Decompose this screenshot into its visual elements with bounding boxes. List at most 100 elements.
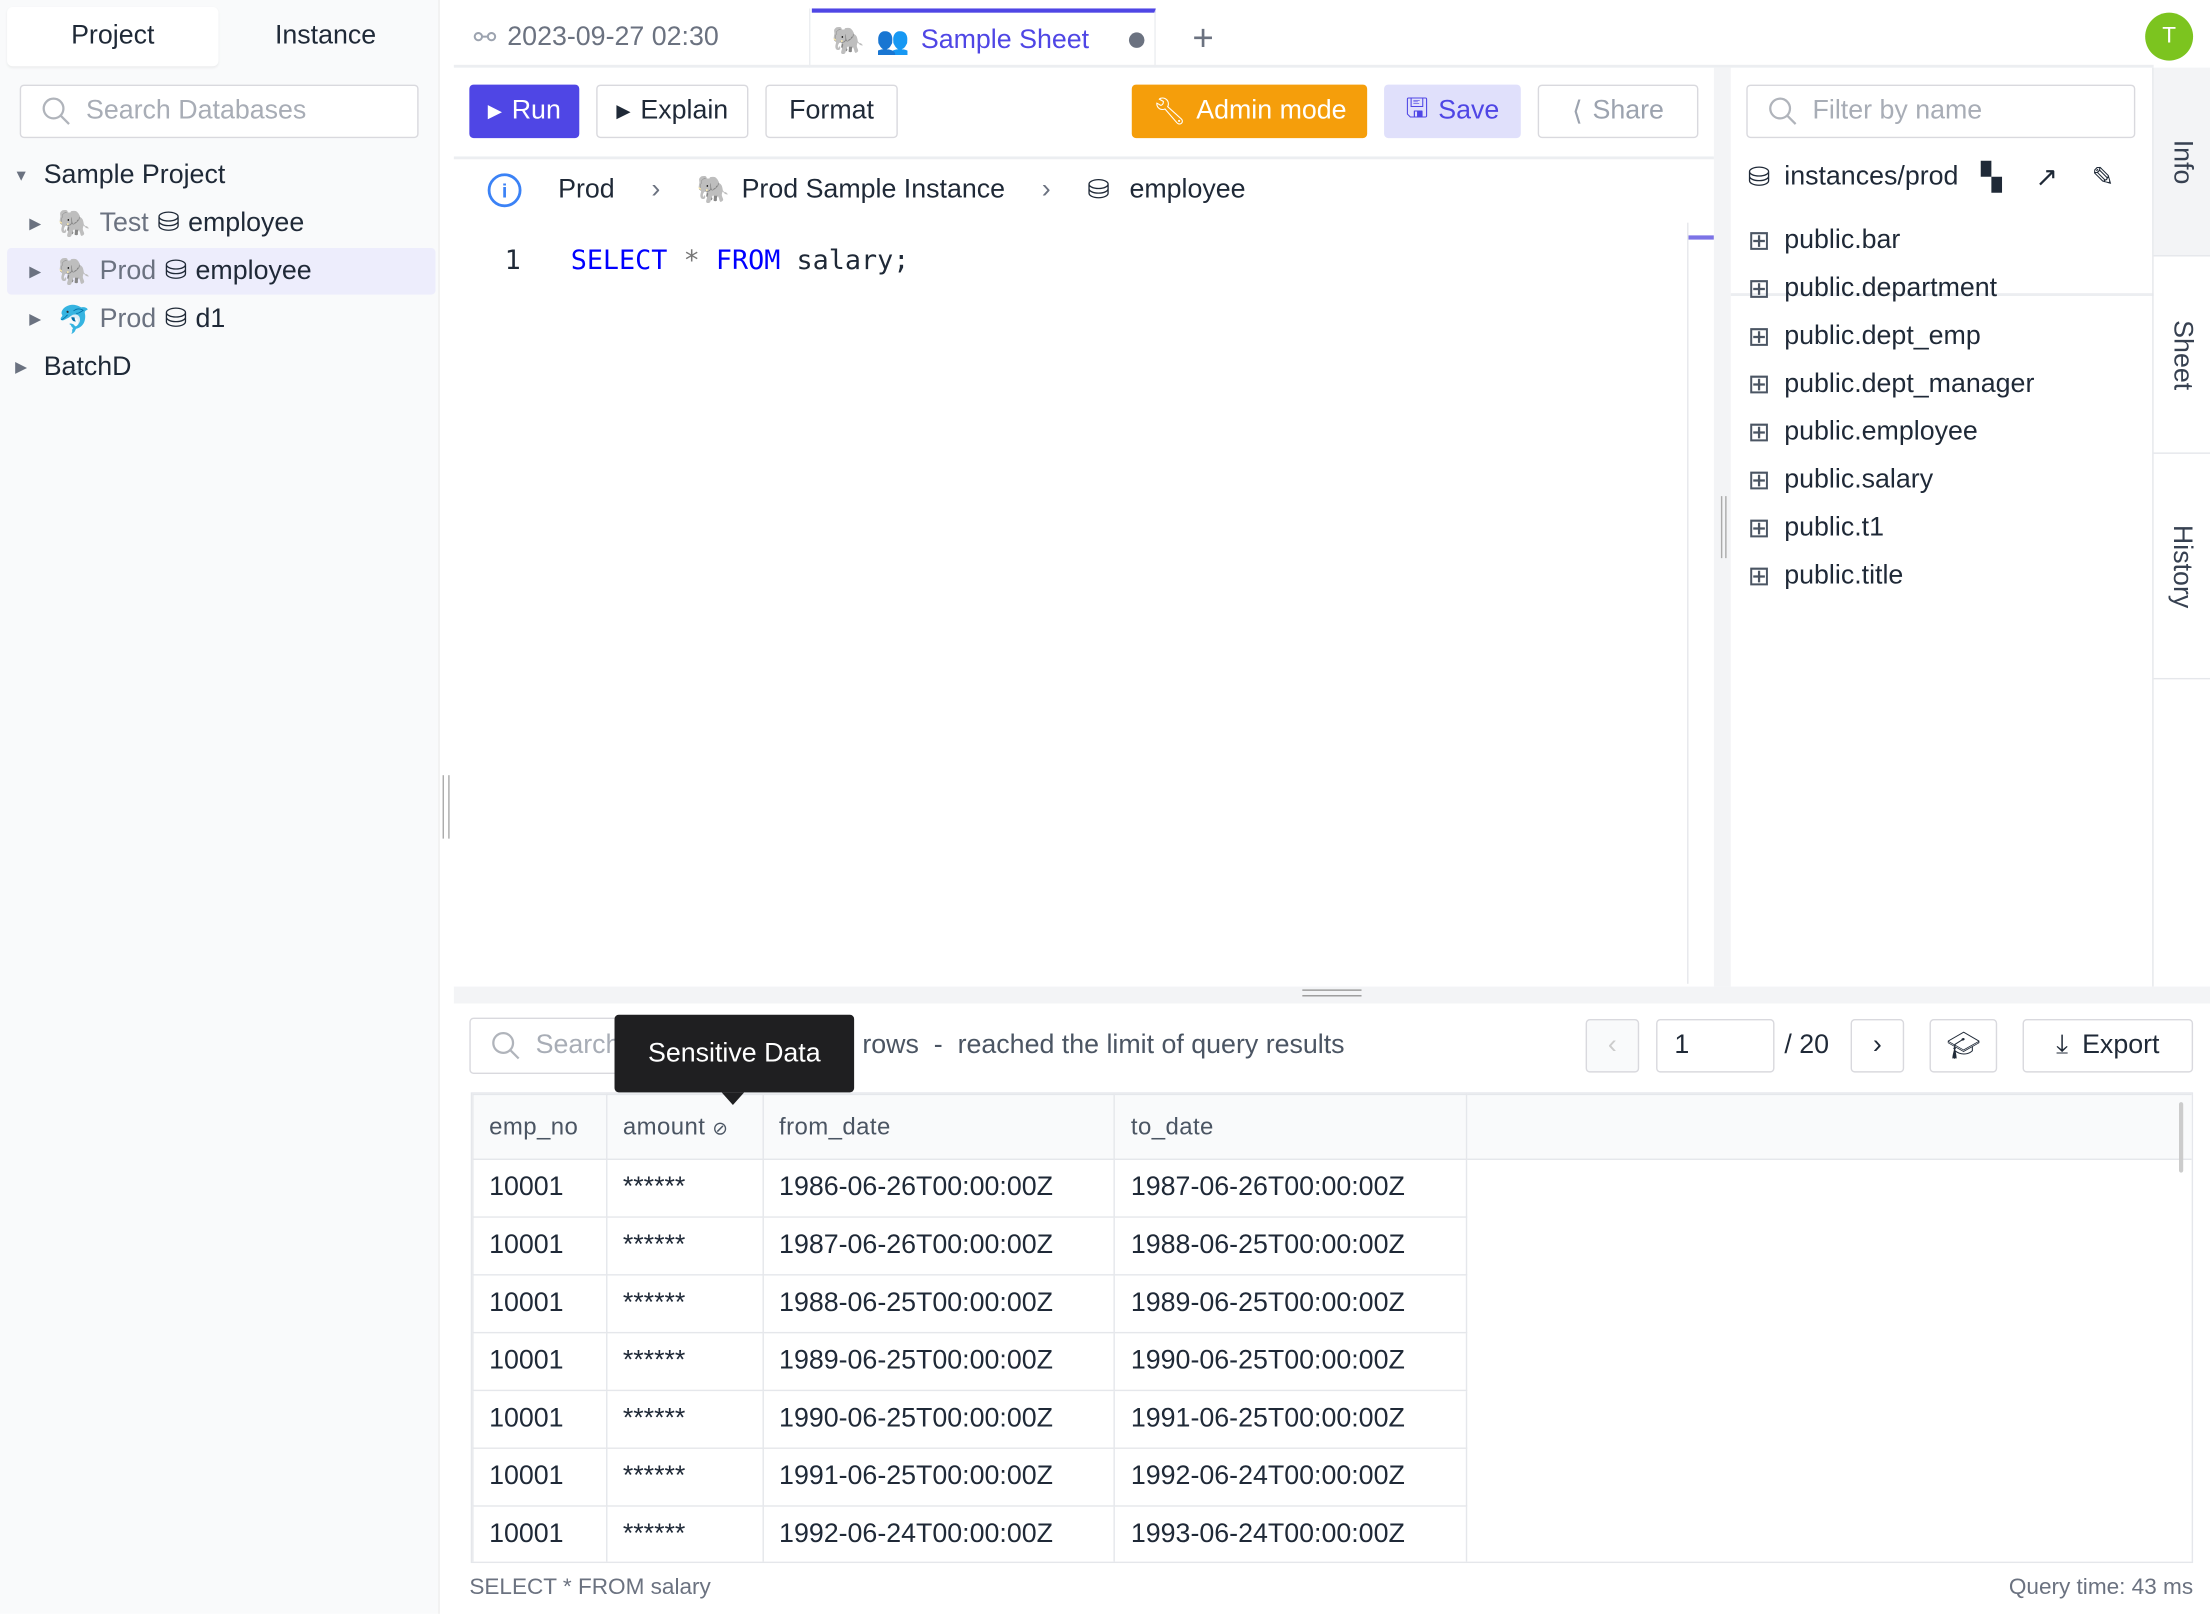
tree-item-prod-employee[interactable]: ▶ 🐘 Prod ⛁ employee [7, 248, 436, 295]
table-cell[interactable]: ****** [605, 1158, 764, 1218]
table-cell[interactable]: 1991-06-25T00:00:00Z [762, 1447, 1116, 1507]
sidebar-resize-handle[interactable] [442, 775, 450, 839]
table-cell[interactable]: 1992-06-24T00:00:00Z [1113, 1447, 1468, 1507]
table-cell[interactable]: 1993-06-24T00:00:00Z [1113, 1505, 1468, 1562]
chevron-right-icon: › [1041, 174, 1051, 205]
table-cell[interactable]: 1988-06-25T00:00:00Z [1113, 1216, 1468, 1276]
table-cell[interactable]: ****** [605, 1389, 764, 1449]
column-header-amount[interactable]: amount ⊘ [605, 1093, 764, 1160]
table-cell[interactable]: ****** [605, 1216, 764, 1276]
schema-table-item[interactable]: ⊞ public.title [1748, 553, 1904, 601]
share-label: Share [1592, 95, 1664, 126]
explain-button[interactable]: ▶ Explain [596, 84, 749, 139]
table-cell[interactable]: 10001 [472, 1216, 608, 1276]
diagram-icon[interactable]: ▚ [1980, 162, 2002, 193]
schema-table-item[interactable]: ⊞ public.department [1748, 265, 1997, 313]
table-cell[interactable]: 10001 [472, 1505, 608, 1562]
results-search-input[interactable]: Search [469, 1017, 639, 1074]
column-header-to_date[interactable]: to_date [1113, 1093, 1468, 1160]
filter-by-name-input[interactable]: Filter by name [1746, 84, 2136, 139]
table-cell[interactable]: 10001 [472, 1389, 608, 1449]
drag-handle-icon[interactable] [1302, 989, 1362, 997]
table-cell[interactable]: 1988-06-25T00:00:00Z [762, 1274, 1116, 1334]
table-cell[interactable]: 1991-06-25T00:00:00Z [1113, 1389, 1468, 1449]
table-row[interactable]: 10001 ****** 1992-06-24T00:00:00Z 1993-06-2… [472, 1505, 2192, 1562]
schema-table-item[interactable]: ⊞ public.t1 [1748, 505, 1884, 553]
admin-mode-button[interactable]: 🔧︎ Admin mode [1131, 84, 1368, 139]
table-cell[interactable]: 1986-06-26T00:00:00Z [762, 1158, 1116, 1218]
table-cell[interactable]: ****** [605, 1331, 764, 1392]
table-cell[interactable]: 1989-06-25T00:00:00Z [762, 1331, 1116, 1392]
export-button[interactable]: ⤓ Export [2022, 1019, 2194, 1073]
sql-editor[interactable]: 1 SELECT * FROM salary; [505, 245, 1689, 978]
column-header-emp_no[interactable]: emp_no [472, 1093, 608, 1160]
avatar[interactable]: T [2145, 12, 2194, 61]
next-page-button[interactable]: › [1850, 1019, 1905, 1073]
tab-project[interactable]: Project [7, 7, 219, 67]
side-tab-history[interactable]: History [2153, 454, 2210, 680]
db-label: employee [195, 255, 312, 286]
table-icon: ⊞ [1747, 226, 1771, 256]
table-cell[interactable]: 10001 [472, 1447, 608, 1507]
info-icon[interactable]: i [487, 173, 522, 208]
breadcrumb-database[interactable]: employee [1129, 174, 1246, 205]
resize-handle[interactable] [1720, 496, 1727, 559]
tree-item-test-employee[interactable]: ▶ 🐘 Test ⛁ employee [7, 200, 435, 247]
unsaved-dot-icon[interactable] [1128, 32, 1145, 48]
table-cell[interactable]: 1987-06-26T00:00:00Z [762, 1216, 1116, 1276]
results-splitter[interactable] [453, 986, 2210, 1004]
table-icon: ⊞ [1747, 322, 1771, 352]
prev-page-button[interactable]: ‹ [1585, 1019, 1640, 1073]
table-cell[interactable]: 10001 [472, 1158, 608, 1218]
mask-settings-button[interactable]: 🎓︎ [1929, 1019, 1998, 1073]
caret-right-icon: ▶ [29, 311, 42, 329]
table-scrollbar[interactable] [2178, 1102, 2184, 1173]
share-button[interactable]: ⟨ Share [1537, 84, 1699, 139]
table-row[interactable]: 10001 ****** 1990-06-25T00:00:00Z 1991-06-2… [472, 1389, 2192, 1449]
column-filler [1465, 1093, 2192, 1160]
editor-scrollbar[interactable] [1687, 222, 1689, 984]
tree-item-prod-d1[interactable]: ▶ 🐬 Prod ⛁ d1 [7, 296, 435, 343]
tree-item-sample-project[interactable]: ▼ Sample Project [7, 152, 435, 199]
schema-table-item[interactable]: ⊞ public.employee [1748, 409, 1978, 457]
table-row[interactable]: 10001 ****** 1989-06-25T00:00:00Z 1990-06-2… [472, 1331, 2192, 1392]
table-row[interactable]: 10001 ****** 1986-06-26T00:00:00Z 1987-06-2… [472, 1158, 2192, 1218]
schema-table-item[interactable]: ⊞ public.bar [1748, 217, 1901, 265]
table-icon: ⊞ [1747, 561, 1771, 592]
side-tab-info[interactable]: Info [2153, 67, 2210, 257]
add-tab-button[interactable]: + [1192, 16, 1214, 59]
table-cell[interactable]: 1992-06-24T00:00:00Z [762, 1505, 1116, 1562]
tree-item-batchd[interactable]: ▶ BatchD [7, 344, 435, 391]
table-row[interactable]: 10001 ****** 1988-06-25T00:00:00Z 1989-06-2… [472, 1274, 2192, 1334]
env-label: Test [99, 207, 149, 238]
table-cell[interactable]: 1989-06-25T00:00:00Z [1113, 1274, 1468, 1334]
schema-table-item[interactable]: ⊞ public.salary [1748, 457, 1933, 505]
table-cell[interactable]: ****** [605, 1274, 764, 1334]
table-cell[interactable]: ****** [605, 1505, 764, 1562]
run-button[interactable]: ▶ Run [469, 84, 580, 139]
table-row[interactable]: 10001 ****** 1991-06-25T00:00:00Z 1992-06-2… [472, 1447, 2192, 1507]
table-cell[interactable]: 1990-06-25T00:00:00Z [762, 1389, 1116, 1449]
external-link-icon[interactable]: ↗ [2035, 162, 2058, 193]
tab-sample-sheet[interactable]: 🐘 👥 Sample Sheet [811, 8, 1156, 68]
page-input[interactable]: 1 [1656, 1019, 1775, 1073]
table-cell[interactable]: 10001 [472, 1274, 608, 1334]
table-row[interactable]: 10001 ****** 1987-06-26T00:00:00Z 1988-06-2… [472, 1216, 2192, 1276]
search-databases-input[interactable]: Search Databases [19, 84, 419, 139]
schema-table-item[interactable]: ⊞ public.dept_manager [1748, 361, 2035, 409]
breadcrumb-instance[interactable]: Prod Sample Instance [741, 174, 1006, 205]
table-cell[interactable]: ****** [605, 1447, 764, 1507]
table-cell[interactable]: 1990-06-25T00:00:00Z [1113, 1331, 1468, 1392]
eye-slash-icon[interactable]: ⊘ [712, 1116, 729, 1139]
save-button[interactable]: 🖫 Save [1384, 84, 1521, 139]
side-tab-sheet[interactable]: Sheet [2153, 257, 2210, 454]
table-cell[interactable]: 1987-06-26T00:00:00Z [1113, 1158, 1468, 1218]
schema-table-item[interactable]: ⊞ public.dept_emp [1748, 313, 1981, 361]
edit-icon[interactable]: ✎ [2091, 162, 2115, 193]
column-header-from_date[interactable]: from_date [762, 1093, 1116, 1160]
tab-instance[interactable]: Instance [274, 21, 377, 51]
tab-sheet-2023[interactable]: ⚯ 2023-09-27 02:30 [454, 8, 811, 68]
format-button[interactable]: Format [765, 84, 898, 139]
panel-splitter[interactable] [1713, 67, 1731, 987]
table-cell[interactable]: 10001 [472, 1331, 608, 1392]
